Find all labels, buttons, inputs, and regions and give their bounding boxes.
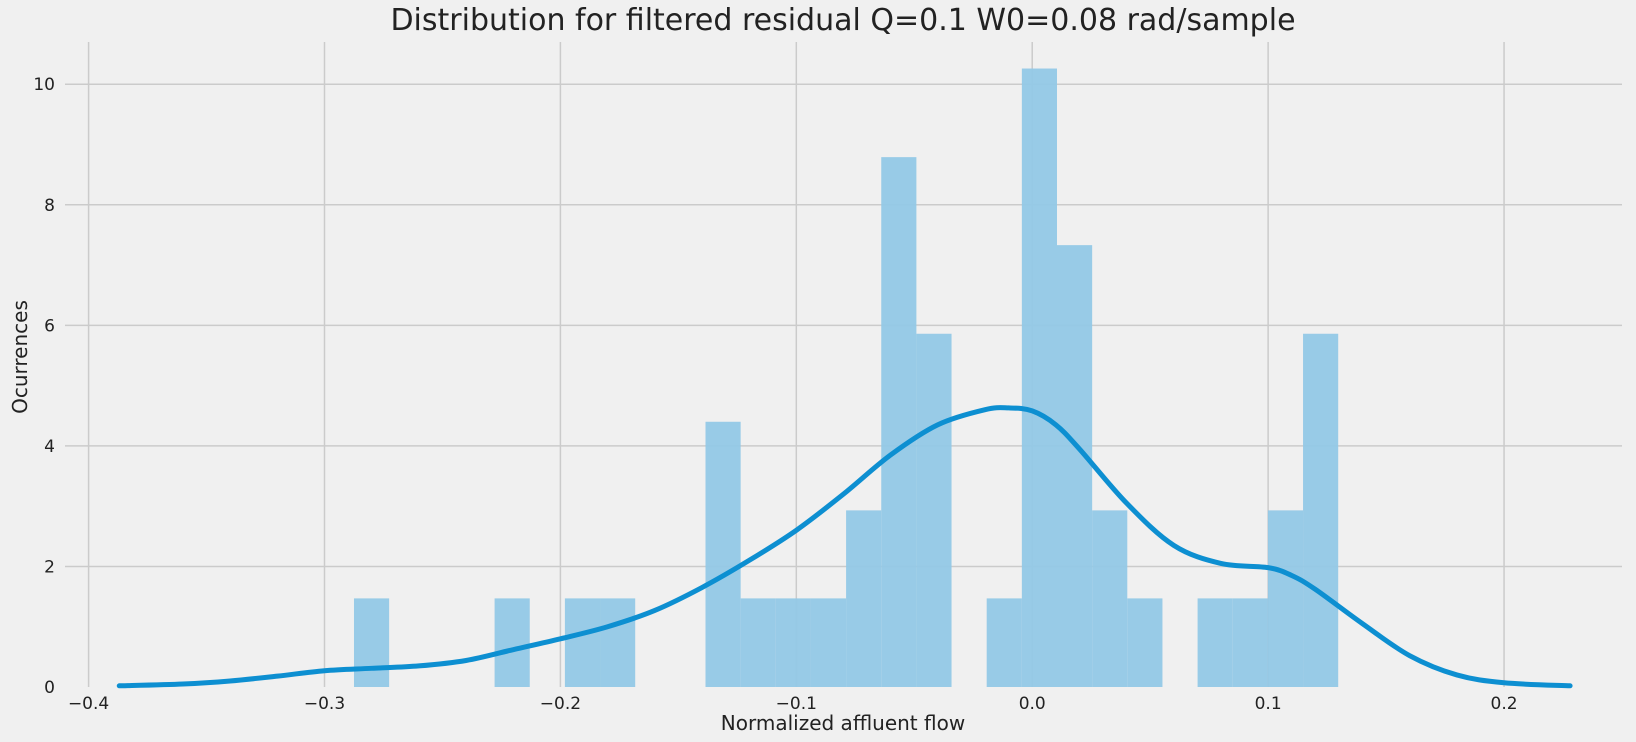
density-curve	[116, 405, 1573, 689]
histogram-bar-15	[881, 157, 917, 688]
y-tick-label-5: 10	[33, 75, 55, 95]
y-tick-label-0: 0	[44, 678, 55, 698]
y-tick-label-1: 2	[44, 557, 55, 577]
x-tick-labels: −0.4 −0.3 −0.2 −0.1 0.0 0.1 0.2	[68, 694, 1518, 714]
y-tick-label-4: 8	[44, 196, 55, 216]
y-axis-label: Ocurrences	[8, 300, 32, 414]
histogram-bar-25	[1232, 598, 1268, 687]
histogram-bar-14	[846, 510, 882, 687]
x-axis-label: Normalized affluent flow	[721, 711, 965, 735]
histogram-bar-22	[1127, 598, 1163, 687]
x-tick-label-5: 0.1	[1255, 694, 1282, 714]
histogram-bar-26	[1267, 510, 1304, 687]
histogram-bar-18	[986, 598, 1022, 687]
histogram-bar-19	[1021, 68, 1057, 687]
histogram-bar-7	[600, 598, 636, 687]
histogram-bar-27	[1303, 333, 1339, 687]
histogram-bar-12	[775, 598, 811, 687]
histogram-bar-24	[1197, 598, 1233, 687]
histogram-bars	[353, 68, 1339, 688]
y-tick-label-2: 4	[44, 437, 55, 457]
histogram-bar-11	[740, 598, 776, 687]
kde-line	[116, 405, 1573, 689]
histogram-bar-0	[353, 598, 390, 687]
histogram-bar-16	[916, 333, 952, 687]
y-tick-label-3: 6	[44, 316, 55, 336]
y-tick-labels: 0 2 4 6 8 10	[33, 75, 55, 698]
histogram-bar-4	[494, 598, 530, 687]
x-tick-label-6: 0.2	[1491, 694, 1518, 714]
x-tick-label-0: −0.4	[68, 694, 109, 714]
histogram-bar-20	[1056, 245, 1093, 687]
chart-title: Distribution for filtered residual Q=0.1…	[390, 3, 1295, 38]
histogram-bar-6	[564, 598, 601, 687]
x-tick-label-2: −0.2	[540, 694, 581, 714]
histogram-bar-13	[810, 598, 847, 687]
histogram-bar-21	[1092, 510, 1128, 687]
histogram-bar-10	[705, 421, 741, 687]
x-tick-label-3: −0.1	[776, 694, 817, 714]
x-tick-label-4: 0.0	[1019, 694, 1046, 714]
x-tick-label-1: −0.3	[304, 694, 345, 714]
